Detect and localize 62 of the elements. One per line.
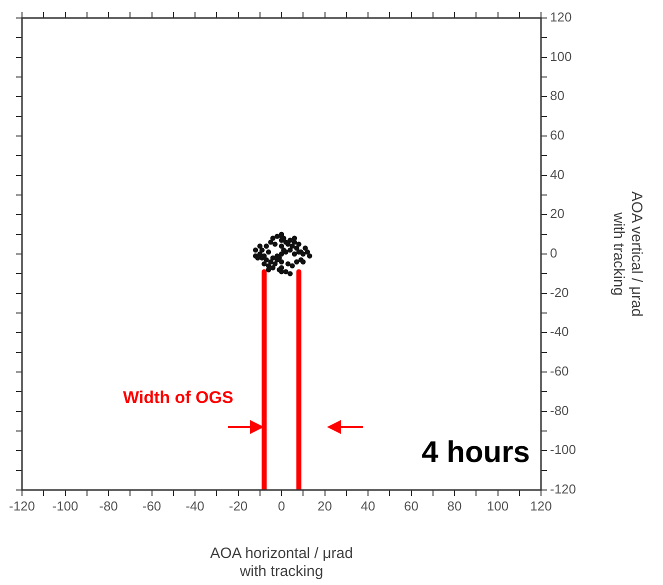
x-tick-label: 120 xyxy=(530,498,552,514)
point xyxy=(285,261,291,266)
y-tick-label: -20 xyxy=(550,284,569,300)
x-tick-label: 20 xyxy=(318,498,332,514)
point xyxy=(252,247,258,253)
point xyxy=(259,255,265,261)
point xyxy=(292,251,298,257)
x-axis-title: AOA horizontal / μrad with tracking xyxy=(210,545,353,580)
point xyxy=(290,263,295,268)
point xyxy=(288,271,293,276)
y-tick-label: 20 xyxy=(550,206,564,222)
x-tick-label: -40 xyxy=(186,498,204,514)
point xyxy=(294,246,300,251)
point xyxy=(296,242,302,247)
y-tick-label: -60 xyxy=(550,364,569,379)
x-tick-label: 0 xyxy=(278,498,286,514)
point xyxy=(270,236,276,241)
x-tick-label: -80 xyxy=(99,498,118,514)
point xyxy=(270,265,276,270)
y-tick-label: 100 xyxy=(550,48,572,64)
y-tick-label: -80 xyxy=(550,402,569,418)
x-tick-label: -60 xyxy=(142,498,162,514)
point xyxy=(259,247,265,253)
point xyxy=(307,253,312,259)
point xyxy=(266,249,272,255)
point xyxy=(294,259,300,264)
point xyxy=(288,238,293,243)
point xyxy=(257,244,262,249)
point xyxy=(288,247,293,253)
y-tick-label: 40 xyxy=(550,166,564,182)
y-tick-label: 0 xyxy=(550,246,558,261)
point xyxy=(300,259,306,264)
point xyxy=(264,257,269,262)
point xyxy=(268,240,274,245)
annotation: Width of OGS xyxy=(123,388,234,407)
y-tick-label: -100 xyxy=(550,442,576,458)
x-tick-label: 40 xyxy=(360,498,376,514)
x-tick-label: 100 xyxy=(486,498,509,514)
point xyxy=(266,267,272,272)
point xyxy=(278,259,284,264)
y-tick-label: 120 xyxy=(550,10,572,25)
annotation: 4 hours xyxy=(422,436,530,469)
x-tick-label: -100 xyxy=(52,498,78,514)
point xyxy=(283,269,288,274)
y-tick-label: 60 xyxy=(550,128,564,143)
point xyxy=(292,236,298,241)
point xyxy=(274,234,280,239)
point xyxy=(272,242,278,247)
point xyxy=(262,261,267,266)
point xyxy=(302,246,308,251)
y-tick-label: -120 xyxy=(550,482,576,497)
x-tick-label: 60 xyxy=(404,498,418,514)
x-tick-label: 80 xyxy=(447,498,462,514)
point xyxy=(255,255,260,261)
x-tick-label: -20 xyxy=(228,498,248,514)
y-tick-label: -40 xyxy=(550,324,569,340)
y-tick-label: 80 xyxy=(550,88,564,104)
y-axis-title: AOA vertical / μrad with tracking xyxy=(610,191,645,317)
point xyxy=(283,240,288,245)
point xyxy=(278,244,284,249)
x-tick-label: -120 xyxy=(8,498,36,514)
point xyxy=(264,244,269,249)
